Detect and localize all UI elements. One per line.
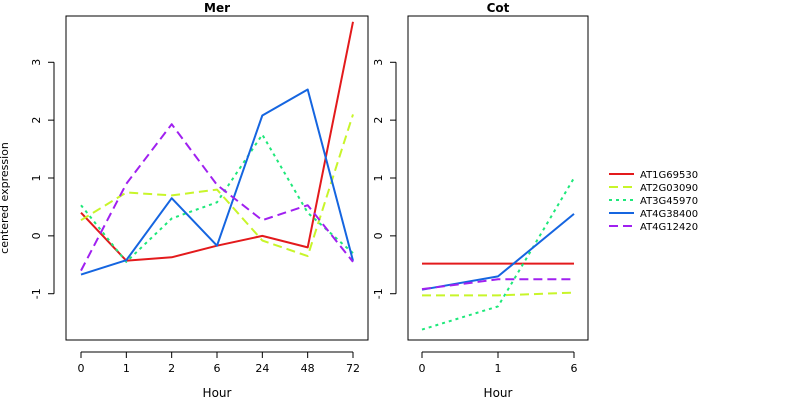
x-axis-title: Hour — [203, 386, 232, 400]
x-axis-title: Hour — [484, 386, 513, 400]
panel-mer: Mer -1 0 1 2 3 0 1 2 6 24 48 72 Hour — [30, 1, 369, 400]
legend-item: AT2G03090 — [609, 183, 698, 194]
x-tick-label: 2 — [168, 362, 175, 375]
y-tick-label: 1 — [30, 175, 43, 182]
series-line-at3g45970 — [80, 133, 354, 263]
x-tick-label: 72 — [346, 362, 360, 375]
y-tick-label: 2 — [30, 117, 43, 124]
y-tick-label: 2 — [372, 117, 385, 124]
plot-frame — [407, 15, 589, 341]
plot-frame — [65, 15, 369, 341]
series-line-at4g38400 — [421, 213, 575, 291]
series-line-at2g03090 — [80, 114, 354, 258]
legend-item: AT4G38400 — [609, 209, 698, 220]
series-line-at4g38400 — [80, 88, 354, 276]
legend: AT1G69530 AT2G03090 AT3G45970 AT4G38400 AT4G… — [609, 170, 698, 233]
x-tick-label: 0 — [419, 362, 426, 375]
series-line-at4g12420 — [421, 278, 574, 291]
panel-cot: Cot -1 0 1 2 3 0 1 6 Hour — [372, 1, 589, 400]
panel-title: Mer — [204, 1, 230, 15]
legend-label: AT1G69530 — [640, 170, 698, 181]
y-axis-title: centered expression — [0, 142, 11, 254]
x-tick-label: 1 — [495, 362, 502, 375]
x-tick-label: 24 — [255, 362, 269, 375]
series-line-at3g45970 — [421, 177, 575, 331]
series-line-at1g69530 — [80, 21, 354, 262]
y-tick-label: 1 — [372, 175, 385, 182]
x-tick-label: 48 — [301, 362, 315, 375]
legend-item: AT3G45970 — [609, 196, 698, 207]
legend-item: AT1G69530 — [609, 170, 698, 181]
legend-label: AT4G12420 — [640, 222, 698, 233]
y-tick-label: -1 — [30, 288, 43, 299]
legend-item: AT4G12420 — [609, 222, 698, 233]
y-tick-label: 3 — [372, 59, 385, 66]
legend-label: AT4G38400 — [640, 209, 698, 220]
y-tick-label: 3 — [30, 59, 43, 66]
panels: Mer -1 0 1 2 3 0 1 2 6 24 48 72 Hour Cot -1 0 1 2 3 0 1 6 Hour — [30, 1, 589, 400]
legend-label: AT2G03090 — [640, 183, 698, 194]
series-line-at4g12420 — [80, 123, 354, 272]
y-tick-label: 0 — [30, 232, 43, 239]
x-tick-label: 6 — [214, 362, 221, 375]
panel-title: Cot — [487, 1, 510, 15]
series-line-at2g03090 — [422, 291, 575, 297]
y-tick-label: -1 — [372, 288, 385, 299]
x-tick-label: 0 — [78, 362, 85, 375]
x-tick-label: 1 — [123, 362, 130, 375]
x-tick-label: 6 — [571, 362, 578, 375]
legend-label: AT3G45970 — [640, 196, 698, 207]
y-tick-label: 0 — [372, 232, 385, 239]
